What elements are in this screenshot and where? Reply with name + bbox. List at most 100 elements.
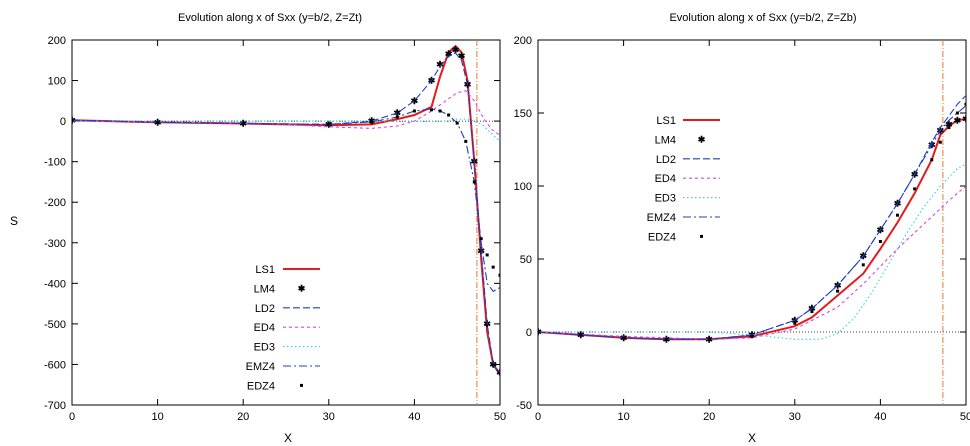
series-EDZ4-point: [538, 330, 540, 334]
series-EDZ4-point: [622, 336, 626, 340]
chart-left-ytick-label: -600: [44, 359, 66, 371]
series-EMZ4-line: [538, 105, 966, 340]
chart-right-ytick-label: 150: [514, 108, 532, 120]
series-EDZ4-point: [938, 140, 942, 144]
legend-label-edz4: EDZ4: [247, 380, 275, 392]
legend-label-emz4: EMZ4: [647, 212, 676, 224]
chart-left-ytick-label: -200: [44, 197, 66, 209]
series-LM4-point: ✱: [954, 115, 962, 125]
legend-label-ld2: LD2: [255, 303, 275, 315]
chart-left-ytick-label: 0: [60, 116, 66, 128]
legend-label-ed4: ED4: [655, 173, 676, 185]
chart-left-ytick-label: 200: [48, 35, 66, 47]
legend-swatch-edz4: [300, 383, 303, 387]
chart-left-xtick-label: 40: [408, 411, 420, 423]
series-EDZ4-point: [447, 113, 451, 117]
legend-label-ed3: ED3: [655, 193, 676, 205]
series-EDZ4-point: [485, 253, 489, 257]
chart-right-ytick-label: 200: [514, 35, 532, 47]
series-LD2-line: [72, 52, 500, 373]
series-EDZ4-point: [836, 289, 840, 293]
legend-label-edz4: EDZ4: [648, 231, 676, 243]
chart-left-x-axis-label: X: [284, 431, 292, 445]
series-EDZ4-point: [327, 122, 331, 126]
series-LM4-point: ✱: [436, 59, 444, 69]
legend-label-ed3: ED3: [254, 342, 275, 354]
series-EDZ4-point: [156, 120, 160, 124]
series-ED4-line: [538, 185, 966, 340]
chart-right-xtick-label: 40: [874, 411, 886, 423]
series-LD2-line: [538, 95, 966, 340]
series-ED3-line: [538, 163, 966, 340]
series-LM4-point: ✱: [445, 49, 453, 59]
chart-right-ytick-label: 100: [514, 181, 532, 193]
chart-right-ytick-label: -50: [516, 400, 532, 412]
chart-left-xtick-label: 20: [237, 411, 249, 423]
legend-label-ls1: LS1: [255, 264, 275, 276]
chart-left-xtick-label: 10: [151, 411, 163, 423]
series-EDZ4-point: [861, 263, 865, 267]
chart-left: Evolution along x of Sxx (y=b/2, Z=Zt) S…: [10, 12, 506, 445]
series-EDZ4-point: [964, 102, 966, 106]
chart-right-ytick-label: 50: [520, 254, 532, 266]
series-EDZ4-point: [896, 213, 900, 217]
series-EDZ4-point: [955, 111, 959, 115]
series-LM4-point: ✱: [489, 359, 497, 369]
series-LM4-point: ✱: [945, 120, 953, 130]
legend-label-lm4: LM4: [254, 283, 275, 295]
series-EDZ4-point: [947, 126, 951, 130]
series-LM4-point: ✱: [962, 114, 970, 124]
series-EDZ4-point: [412, 109, 416, 113]
series-LM4-point: ✱: [452, 45, 460, 55]
series-EDZ4-point: [498, 273, 500, 277]
legend-swatch-lm4: ✱: [698, 134, 706, 144]
chart-left-title: Evolution along x of Sxx (y=b/2, Z=Zt): [178, 12, 362, 24]
chart-left-ticks: -700 -600 -500 -400 -300 -200 -100 0 100 200 0 10 20…: [44, 35, 506, 423]
chart-left-plot-frame: [71, 39, 501, 406]
series-EDZ4-point: [810, 310, 814, 314]
legend-swatch-edz4: [700, 234, 703, 238]
legend-label-ed4: ED4: [254, 322, 275, 334]
chart-right-x-axis-label: X: [748, 431, 756, 445]
series-EDZ4-point: [491, 265, 495, 269]
series-EDZ4-point: [664, 337, 668, 341]
chart-left-xtick-label: 50: [494, 411, 506, 423]
chart-right-ytick-label: 0: [526, 327, 532, 339]
series-EDZ4-point: [878, 239, 882, 243]
series-LS1-line: [538, 117, 966, 341]
series-EDZ4-point: [438, 109, 442, 113]
chart-left-y-axis-label: S: [10, 214, 18, 228]
chart-right-legend: LS1 LM4 ✱ LD2 ED4 ED3 EMZ4 EDZ4: [647, 115, 720, 243]
series-ED4-line: [72, 90, 500, 136]
chart-right-xtick-label: 20: [703, 411, 715, 423]
legend-label-lm4: LM4: [655, 134, 676, 146]
series-EDZ4-point: [579, 333, 583, 337]
legend-swatch-lm4: ✱: [298, 283, 306, 293]
chart-left-legend: LS1 LM4 ✱ LD2 ED4 ED3 EMZ4 EDZ4: [246, 264, 320, 392]
series-EDZ4-point: [464, 139, 468, 143]
chart-left-xtick-label: 30: [323, 411, 335, 423]
chart-left-xtick-label: 0: [69, 411, 75, 423]
series-EDZ4-point: [395, 115, 399, 119]
chart-right: Evolution along x of Sxx (y=b/2, Z=Zb) X…: [514, 12, 970, 445]
legend-label-ls1: LS1: [656, 115, 676, 127]
series-ED3-line: [72, 118, 500, 142]
series-EDZ4-point: [750, 334, 754, 338]
series-EDZ4-point: [479, 237, 483, 241]
legend-label-ld2: LD2: [656, 154, 676, 166]
chart-left-series: ✱✱✱✱✱✱✱✱✱✱✱✱✱✱✱✱✱✱: [72, 40, 500, 405]
series-EDZ4-point: [930, 158, 934, 162]
chart-left-ytick-label: -700: [44, 400, 66, 412]
chart-left-ytick-label: 100: [48, 76, 66, 88]
chart-right-xtick-label: 0: [535, 411, 541, 423]
series-LS1-line: [72, 44, 500, 376]
series-EDZ4-point: [913, 187, 917, 191]
series-EDZ4-point: [72, 118, 74, 122]
series-EDZ4-point: [430, 108, 434, 112]
chart-left-ytick-label: -400: [44, 278, 66, 290]
series-EDZ4-point: [370, 120, 374, 124]
series-LM4-point: ✱: [411, 96, 419, 106]
legend-label-emz4: EMZ4: [246, 361, 275, 373]
